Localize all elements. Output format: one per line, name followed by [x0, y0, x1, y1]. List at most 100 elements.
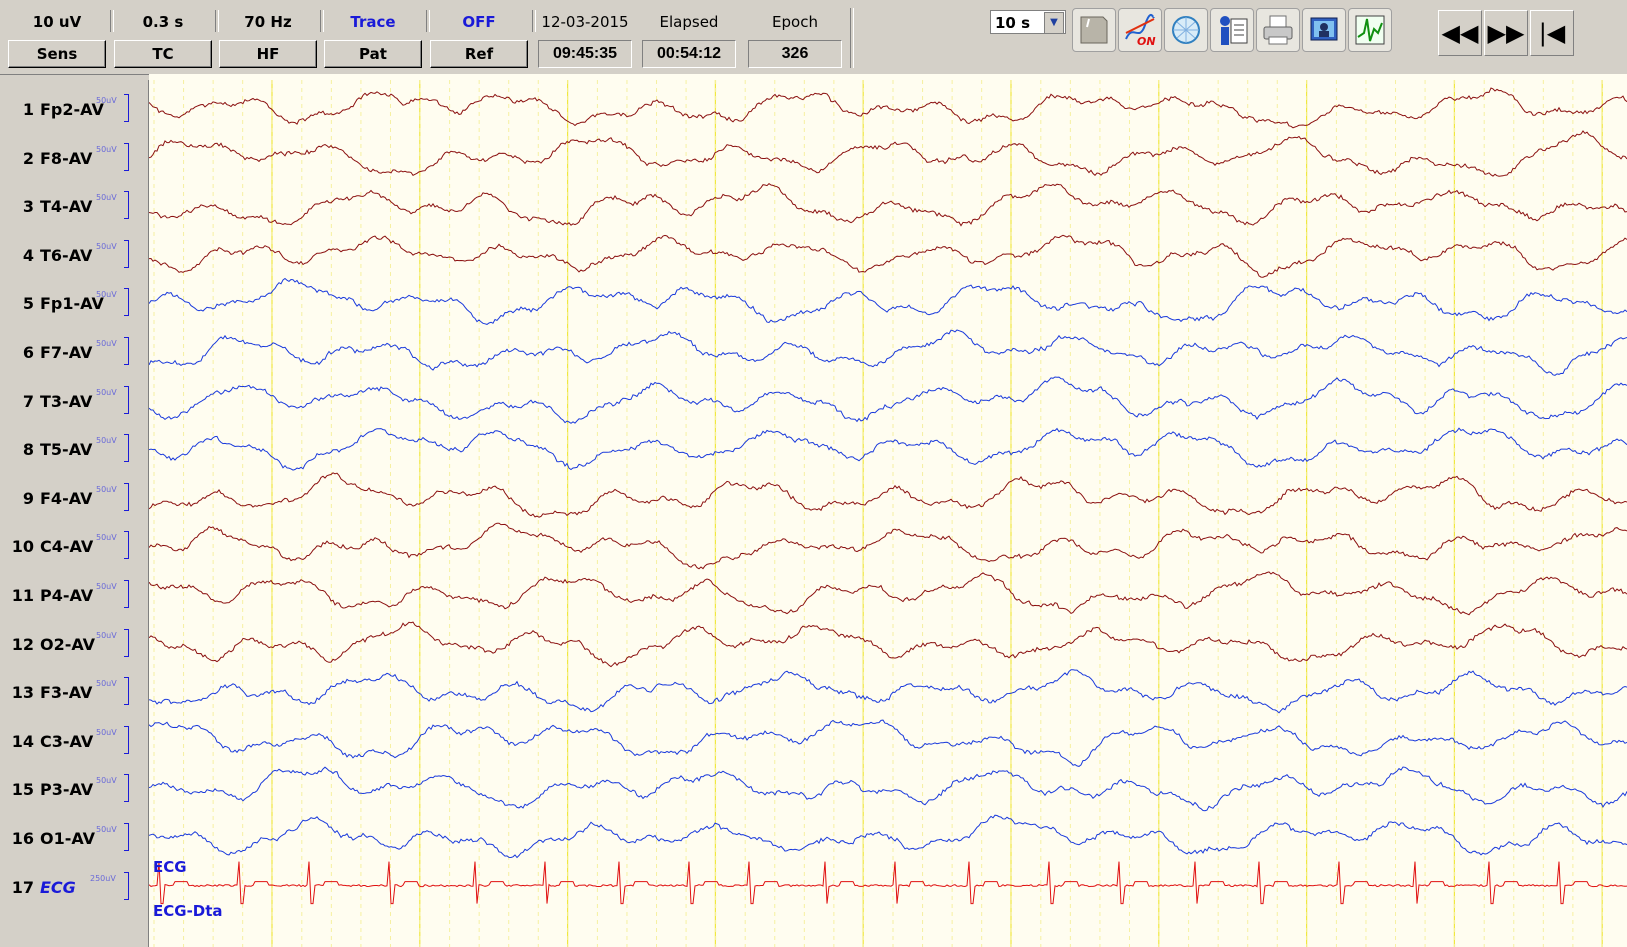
spike-detect-icon[interactable] — [1348, 8, 1392, 52]
channel-number: 15 — [11, 780, 34, 800]
scale-bar-icon — [124, 385, 129, 414]
eeg-trace-t4-av — [149, 182, 1627, 227]
channel-name: O2-AV — [40, 634, 96, 654]
pat-button[interactable]: Pat — [324, 40, 422, 68]
channel-label-row[interactable]: 11 P4-AV 50uV — [0, 574, 148, 622]
channel-scale: 50uV — [96, 727, 117, 737]
channel-number: 9 — [22, 488, 34, 508]
eeg-trace-p4-av — [149, 571, 1627, 616]
channel-label-row[interactable]: 7 T3-AV 50uV — [0, 380, 148, 428]
ecg-dta-label: ECG-Dta — [153, 902, 223, 920]
head-map-icon[interactable] — [1164, 8, 1208, 52]
scale-bar-icon — [124, 434, 129, 463]
channel-name: T4-AV — [40, 197, 93, 217]
scale-bar-icon — [124, 725, 129, 754]
channel-label-row[interactable]: 16 O1-AV 50uV — [0, 817, 148, 865]
epoch-label: Epoch — [772, 13, 818, 31]
scale-bar-icon — [124, 239, 129, 268]
channel-label-row[interactable]: 8 T5-AV 50uV — [0, 428, 148, 476]
trace-background — [149, 80, 1627, 947]
date-column: 12-03-2015 09:45:35 — [536, 8, 634, 72]
ref-button[interactable]: Ref — [430, 40, 528, 68]
channel-label-row[interactable]: 2 F8-AV 50uV — [0, 137, 148, 185]
sens-button[interactable]: Sens — [8, 40, 106, 68]
eeg-trace-f4-av — [149, 472, 1627, 518]
channel-name: F8-AV — [40, 148, 93, 168]
hf-button[interactable]: HF — [219, 40, 317, 68]
tc-button[interactable]: TC — [114, 40, 212, 68]
channel-number: 14 — [11, 731, 34, 751]
eeg-trace-f8-av — [149, 130, 1627, 177]
timebase-select[interactable]: 10 s ▼ — [990, 10, 1066, 34]
channel-number: 11 — [11, 586, 34, 605]
scale-bar-icon — [124, 531, 129, 560]
channel-scale: 50uV — [96, 144, 117, 154]
channel-number: 7 — [22, 391, 34, 411]
channel-name: T3-AV — [40, 391, 93, 411]
eeg-trace-ecg — [149, 861, 1627, 905]
note-icon[interactable] — [1072, 8, 1116, 52]
patient-file-icon[interactable] — [1210, 8, 1254, 52]
fast-forward-button[interactable]: ▶▶ — [1484, 10, 1528, 56]
channel-number: 5 — [22, 294, 34, 314]
channel-label-row[interactable]: 15 P3-AV 50uV — [0, 768, 148, 816]
channel-label-row[interactable]: 17 ECG 250uV — [0, 866, 148, 914]
video-icon[interactable] — [1302, 8, 1346, 52]
channel-label-row[interactable]: 13 F3-AV 50uV — [0, 671, 148, 719]
channel-label-row[interactable]: 12 O2-AV 50uV — [0, 623, 148, 671]
eeg-trace-area[interactable] — [149, 80, 1627, 947]
montage-on-icon[interactable]: ON — [1118, 8, 1162, 52]
channel-name: C4-AV — [40, 537, 94, 557]
channel-label-row[interactable]: 10 C4-AV 50uV — [0, 525, 148, 573]
ecg-trace-label: ECG — [153, 858, 187, 876]
channel-name: T6-AV — [40, 245, 93, 265]
pat-value: Trace — [350, 13, 396, 31]
channel-scale: 50uV — [96, 679, 117, 689]
epoch-value: 326 — [748, 40, 842, 68]
ref-value: OFF — [462, 13, 496, 31]
scale-bar-icon — [124, 823, 129, 851]
skip-start-button[interactable]: |◀ — [1530, 10, 1574, 56]
tc-value: 0.3 s — [142, 13, 184, 31]
eeg-trace-fp1-av — [149, 277, 1627, 325]
channel-scale: 50uV — [96, 825, 117, 834]
channel-label-row[interactable]: 1 Fp2-AV 50uV — [0, 88, 148, 136]
eeg-trace-o1-av — [149, 814, 1627, 859]
chevron-down-icon[interactable]: ▼ — [1044, 12, 1064, 34]
channel-scale: 50uV — [96, 387, 117, 397]
channel-label-row[interactable]: 5 Fp1-AV 50uV — [0, 282, 148, 330]
elapsed-column: Elapsed 00:54:12 — [640, 8, 738, 72]
eeg-trace-c3-av — [149, 719, 1627, 767]
channel-scale: 50uV — [96, 582, 117, 591]
channel-label-row[interactable]: 14 C3-AV 50uV — [0, 720, 148, 768]
eeg-trace-t6-av — [149, 234, 1627, 278]
channel-label-row[interactable]: 4 T6-AV 50uV — [0, 234, 148, 282]
channel-number: 16 — [11, 829, 34, 848]
sens-value: 10 uV — [32, 13, 82, 31]
channel-label-row[interactable]: 9 F4-AV 50uV — [0, 477, 148, 525]
epoch-column: Epoch 326 — [746, 8, 844, 72]
rewind-button[interactable]: ◀◀ — [1438, 10, 1482, 56]
channel-name: F4-AV — [40, 488, 93, 508]
channel-label-row[interactable]: 6 F7-AV 50uV — [0, 331, 148, 379]
channel-number: 4 — [22, 245, 34, 265]
printer-icon[interactable] — [1256, 8, 1300, 52]
channel-name: Fp1-AV — [40, 294, 104, 314]
scale-bar-icon — [124, 288, 129, 317]
channel-scale: 50uV — [96, 193, 117, 203]
timebase-value: 10 s — [995, 14, 1031, 32]
channel-scale: 50uV — [96, 436, 117, 446]
channel-name: P3-AV — [40, 780, 94, 800]
channel-labels: 1 Fp2-AV 50uV 2 F8-AV 50uV 3 T4-AV 50uV 4 T6-AV 50u… — [0, 80, 149, 947]
toolbar: 10 uV Sens 0.3 s TC 70 Hz HF Trace Pat O… — [0, 0, 1627, 75]
eeg-trace-c4-av — [149, 522, 1627, 570]
scale-bar-icon — [124, 94, 129, 122]
eeg-trace-o2-av — [149, 621, 1627, 668]
svg-text:ON: ON — [1137, 35, 1156, 47]
channel-label-row[interactable]: 3 T4-AV 50uV — [0, 185, 148, 233]
tc-column: 0.3 s TC — [114, 8, 212, 72]
date-label: 12-03-2015 — [541, 13, 629, 31]
eeg-trace-t3-av — [149, 376, 1627, 424]
sens-column: 10 uV Sens — [8, 8, 106, 72]
hf-value: 70 Hz — [244, 13, 292, 31]
